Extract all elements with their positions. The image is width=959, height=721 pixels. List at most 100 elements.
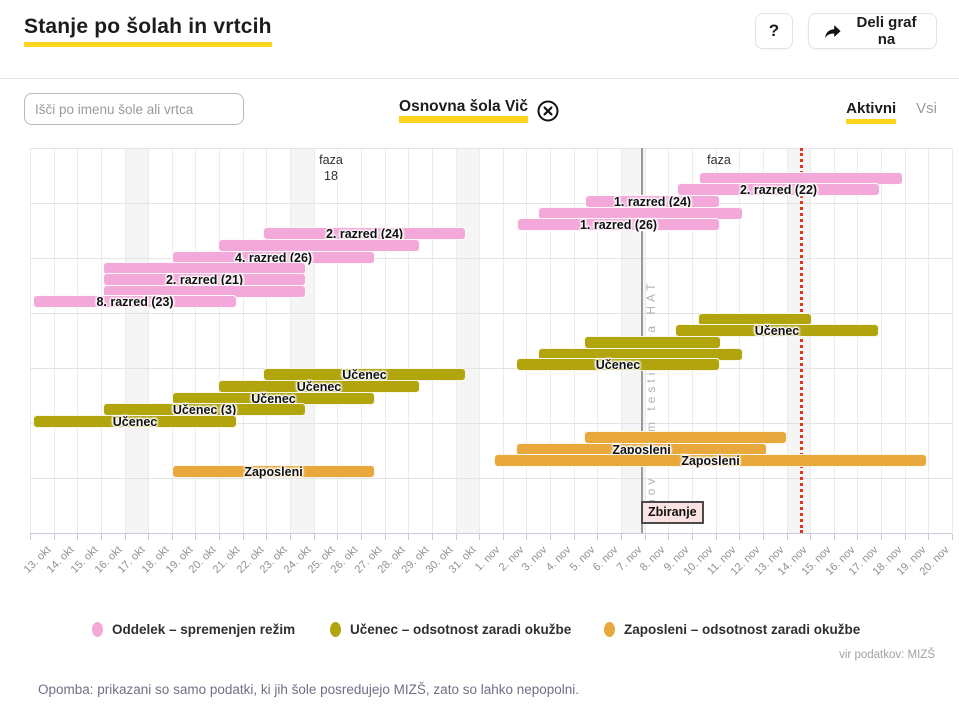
legend: Oddelek – spremenjen režim Učenec – odsot… — [0, 622, 959, 646]
axis-tick — [810, 534, 812, 540]
axis-tick — [952, 534, 953, 540]
weekend-stripe — [124, 148, 149, 533]
vertical-gridline — [881, 148, 883, 533]
vertical-gridline — [171, 148, 173, 533]
annotation-faza: faza — [707, 153, 731, 167]
vertical-gridline — [739, 148, 741, 533]
legend-label: Učenec – odsotnost zaradi okužbe — [350, 622, 572, 637]
page-title: Stanje po šolah in vrtcih — [24, 15, 272, 47]
selected-school-chip: Osnovna šola Vič — [0, 98, 959, 123]
axis-tick — [573, 534, 575, 540]
horizontal-gridline — [30, 423, 952, 424]
legend-item-zaposleni[interactable]: Zaposleni – odsotnost zaradi okužbe — [604, 622, 860, 637]
zbiranje-flag: Zbiranje — [641, 501, 704, 524]
gantt-bar-zaposleni[interactable]: Zaposleni — [494, 454, 927, 468]
axis-tick — [77, 534, 79, 540]
vertical-gridline — [573, 148, 575, 533]
vertical-gridline — [408, 148, 410, 533]
gantt-bar-zaposleni[interactable]: Zaposleni — [516, 442, 767, 457]
gantt-bar-label: Učenec — [251, 391, 296, 406]
axis-tick — [100, 534, 102, 540]
axis-tick — [668, 534, 670, 540]
gantt-bar-oddelek[interactable]: 2. razred (24) — [263, 227, 466, 241]
horizontal-gridline — [30, 313, 952, 314]
legend-label: Oddelek – spremenjen režim — [112, 622, 296, 637]
legend-dot-zaposleni — [604, 622, 615, 637]
vertical-gridline — [53, 148, 55, 533]
axis-tick — [53, 534, 55, 540]
gantt-bar-ucenec[interactable]: Učenec — [675, 324, 879, 338]
vertical-gridline — [762, 148, 764, 533]
axis-tick — [786, 534, 788, 540]
axis-tick — [739, 534, 741, 540]
axis-tick — [597, 534, 599, 540]
gantt-bar-label: 2. razred (22) — [739, 182, 818, 197]
gantt-bar-oddelek[interactable]: 2. razred (21) — [103, 273, 306, 287]
gantt-bar-label: Učenec — [296, 379, 342, 394]
horizontal-gridline — [30, 148, 952, 149]
tab-vsi[interactable]: Vsi — [916, 100, 937, 117]
axis-tick — [526, 534, 528, 540]
footnote: Opomba: prikazani so samo podatki, ki ji… — [38, 682, 580, 697]
axis-tick — [881, 534, 883, 540]
share-icon — [823, 23, 842, 40]
vertical-gridline — [195, 148, 197, 533]
share-button[interactable]: Deli graf na — [808, 13, 937, 49]
axis-tick — [360, 534, 362, 540]
data-source: vir podatkov: MIZŠ — [839, 649, 935, 661]
vertical-gridline — [952, 148, 953, 533]
vertical-gridline — [337, 148, 339, 533]
legend-label: Zaposleni – odsotnost zaradi okužbe — [624, 622, 861, 637]
gantt-bar-oddelek[interactable]: 1. razred (24) — [585, 194, 720, 209]
gantt-bar-label: 1. razred (24) — [613, 194, 692, 209]
header-divider — [0, 78, 959, 79]
gantt-bar-ucenec[interactable]: Učenec — [516, 358, 720, 372]
x-axis-line — [30, 533, 952, 534]
legend-item-ucenec[interactable]: Učenec – odsotnost zaradi okužbe — [330, 622, 571, 637]
horizontal-gridline — [30, 368, 952, 369]
axis-tick — [715, 534, 717, 540]
gantt-bar-ucenec[interactable]: Učenec — [33, 415, 237, 429]
vertical-gridline — [77, 148, 79, 533]
weekend-stripe — [786, 148, 811, 533]
vertical-gridline — [455, 148, 457, 533]
axis-tick — [455, 534, 457, 540]
gantt-bar-oddelek[interactable]: 1. razred (26) — [517, 217, 720, 232]
close-icon[interactable] — [536, 99, 560, 123]
axis-tick — [833, 534, 835, 540]
gantt-bar-label: 4. razred (26) — [234, 250, 313, 265]
annotation-faza-18: faza 18 — [319, 153, 343, 183]
vertical-gridline — [502, 148, 504, 533]
axis-tick — [762, 534, 764, 540]
vertical-gridline — [360, 148, 362, 533]
vertical-gridline — [242, 148, 244, 533]
vertical-gridline — [219, 148, 221, 533]
weekend-stripe — [455, 148, 480, 533]
gantt-bar-label: Zaposleni — [612, 442, 671, 457]
gantt-bar-label: 1. razred (26) — [579, 217, 658, 232]
vertical-gridline — [833, 148, 835, 533]
plot-area: faza 18 faza nov režim testiranja HAT 2.… — [30, 148, 953, 533]
vertical-gridline — [384, 148, 386, 533]
gantt-bar-ucenec[interactable]: Učenec — [172, 391, 375, 406]
search-input[interactable] — [24, 93, 244, 125]
vertical-gridline — [928, 148, 930, 533]
gantt-bar-oddelek[interactable]: 2. razred (22) — [677, 182, 880, 197]
axis-tick — [857, 534, 859, 540]
help-button[interactable]: ? — [755, 13, 793, 49]
gantt-bar-oddelek[interactable]: 8. razred (23) — [33, 295, 237, 309]
axis-tick — [691, 534, 693, 540]
legend-item-oddelek[interactable]: Oddelek – spremenjen režim — [92, 622, 295, 637]
axis-tick — [621, 534, 623, 540]
vertical-gridline — [148, 148, 150, 533]
gantt-bar-label: Učenec (3) — [172, 402, 237, 417]
axis-tick — [30, 534, 31, 540]
legend-dot-oddelek — [92, 622, 103, 637]
vertical-gridline — [100, 148, 102, 533]
axis-tick — [337, 534, 339, 540]
tab-aktivni[interactable]: Aktivni — [846, 100, 897, 124]
vertical-gridline — [904, 148, 906, 533]
selected-school-label: Osnovna šola Vič — [399, 98, 528, 123]
gantt-bar-zaposleni[interactable]: Zaposleni — [172, 465, 375, 479]
